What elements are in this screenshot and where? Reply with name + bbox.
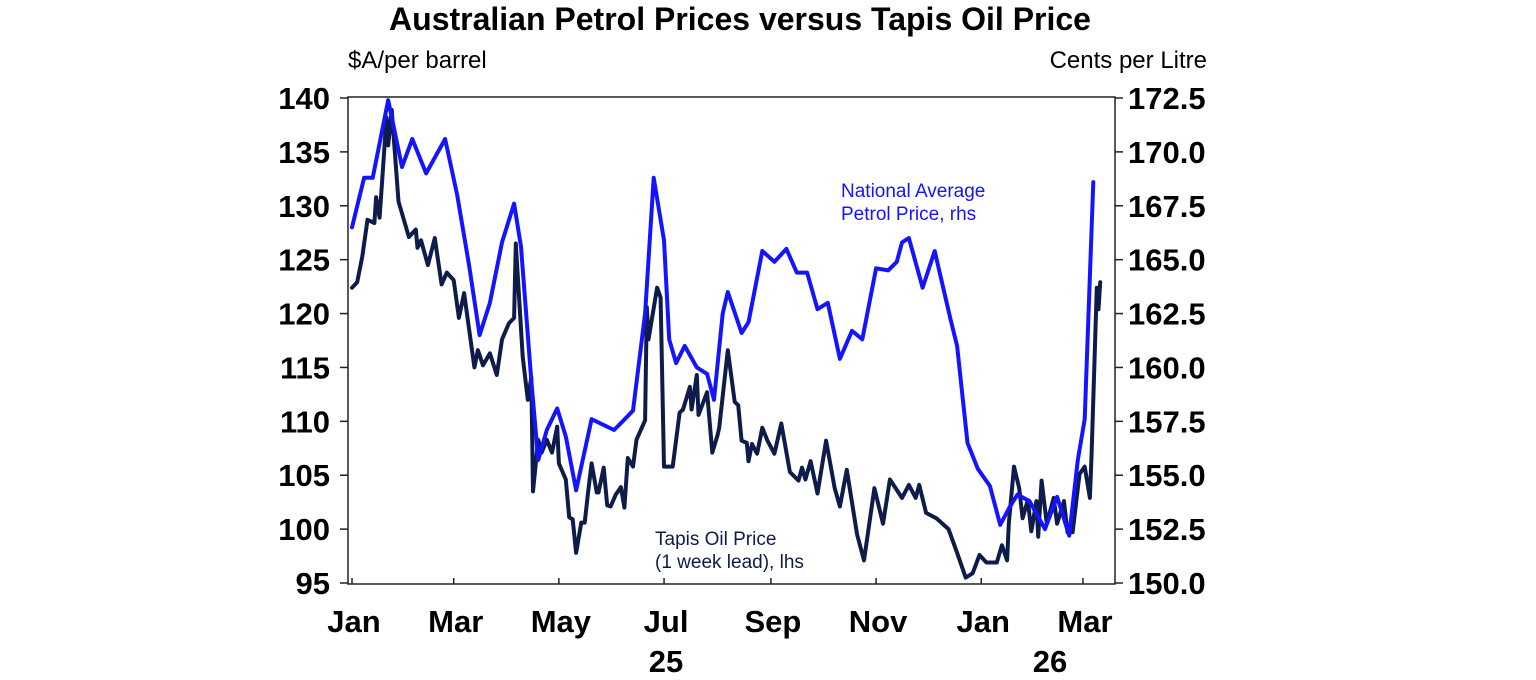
plot-frame — [347, 96, 1116, 585]
x-tick-label: Jan — [327, 604, 380, 639]
right-tick-label: 172.5 — [1128, 81, 1206, 116]
left-tick-label: 125 — [278, 243, 330, 278]
x-tick-label: Sep — [745, 604, 802, 639]
tapis-series-label-line1: Tapis Oil Price — [655, 529, 776, 550]
x-tick-label: Jan — [957, 604, 1010, 639]
right-tick-label: 162.5 — [1128, 297, 1206, 332]
right-tick-label: 167.5 — [1128, 189, 1206, 224]
left-tick-label: 115 — [280, 350, 330, 385]
x-tick-label: Jul — [644, 604, 689, 639]
left-tick-label: 130 — [278, 189, 330, 224]
right-tick-label: 157.5 — [1128, 404, 1206, 439]
series-lines — [350, 98, 1103, 580]
axis-ticks: 140 135 130 125 120 115 110 105 100 95 172.5 170.0 1… — [278, 81, 1205, 679]
left-tick-label: 110 — [280, 404, 330, 439]
right-tick-label: 160.0 — [1128, 350, 1206, 385]
left-tick-label: 120 — [278, 297, 330, 332]
left-tick-label: 95 — [296, 566, 330, 601]
left-tick-label: 135 — [278, 135, 330, 170]
year-label: 26 — [1033, 644, 1067, 679]
petrol-series-label-line1: National Average — [841, 181, 985, 202]
right-tick-label: 155.0 — [1128, 458, 1206, 493]
right-tick-label: 150.0 — [1128, 566, 1206, 601]
left-tick-label: 105 — [278, 458, 330, 493]
petrol-series-label: National Average Petrol Price, rhs — [841, 181, 991, 225]
x-tick-label: Mar — [1057, 604, 1112, 639]
chart-title: Australian Petrol Prices versus Tapis Oi… — [389, 1, 1091, 37]
year-label: 25 — [649, 644, 683, 679]
right-axis-unit: Cents per Litre — [1050, 47, 1207, 74]
right-tick-label: 152.5 — [1128, 512, 1206, 547]
right-tick-label: 165.0 — [1128, 243, 1206, 278]
left-tick-label: 100 — [278, 512, 330, 547]
tapis-series-label: Tapis Oil Price (1 week lead), lhs — [655, 529, 804, 573]
left-tick-label: 140 — [278, 81, 330, 116]
tapis-oil-price-line — [350, 107, 1103, 580]
petrol-series-label-line2: Petrol Price, rhs — [841, 204, 976, 225]
x-tick-label: Mar — [428, 604, 483, 639]
right-tick-label: 170.0 — [1128, 135, 1206, 170]
tapis-series-label-line2: (1 week lead), lhs — [655, 552, 804, 573]
left-axis-unit: $A/per barrel — [348, 47, 487, 74]
x-tick-label: May — [531, 604, 592, 639]
x-tick-label: Nov — [849, 604, 908, 639]
petrol-price-line — [350, 98, 1096, 538]
